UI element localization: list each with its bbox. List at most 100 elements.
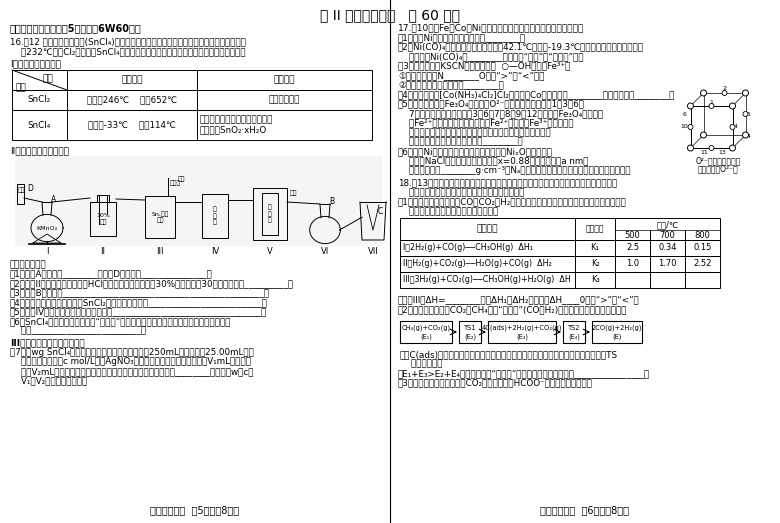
Text: I: I <box>46 247 48 256</box>
Text: 温度计: 温度计 <box>170 180 181 186</box>
Text: III．3H₂(g)+CO₂(g)──CH₃OH(g)+H₂O(g)  ΔH: III．3H₂(g)+CO₂(g)──CH₃OH(g)+H₂O(g) ΔH <box>403 276 571 285</box>
Text: 平衡常数: 平衡常数 <box>586 224 604 233</box>
Text: （7）取wg SnCl₄产品用足量蒸馑水吸收得到吸收液250mL，准确量取25.00mL吸收: （7）取wg SnCl₄产品用足量蒸馑水吸收得到吸收液250mL，准确量取25.… <box>10 348 254 357</box>
Text: SnCl₄: SnCl₄ <box>28 120 51 130</box>
Text: 5: 5 <box>746 111 750 117</box>
Text: 高三化学试题  第6页（共8页）: 高三化学试题 第6页（共8页） <box>541 505 629 515</box>
Text: 回答下列问题：: 回答下列问题： <box>10 260 47 269</box>
Text: 第 II 卷（非选择题   共 60 分）: 第 II 卷（非选择题 共 60 分） <box>320 8 460 22</box>
Text: 2: 2 <box>722 86 726 92</box>
Circle shape <box>688 124 693 130</box>
Text: VI: VI <box>321 247 329 256</box>
Bar <box>12 110 372 140</box>
Text: V: V <box>267 247 273 256</box>
Text: 2.5: 2.5 <box>626 244 639 253</box>
Text: 同温度下的化学平衡常数如下表所示：: 同温度下的化学平衡常数如下表所示： <box>398 207 498 216</box>
Text: 燕点：246℃    沸点652℃: 燕点：246℃ 沸点652℃ <box>87 96 177 105</box>
Text: 30%
硫酸: 30% 硫酸 <box>96 213 110 225</box>
Text: （5）装置IV采用多孔耐高温泡澂的目的是__________________________________。: （5）装置IV采用多孔耐高温泡澂的目的是____________________… <box>10 308 268 316</box>
Text: K₁: K₁ <box>590 244 600 253</box>
Text: 重要课题之一，试运用所学知识，解决以下问题：: 重要课题之一，试运用所学知识，解决以下问题： <box>398 188 524 197</box>
Text: C: C <box>378 207 383 216</box>
Bar <box>400 272 720 288</box>
Text: (E): (E) <box>612 334 622 340</box>
Text: 性质: 性质 <box>42 74 53 83</box>
Bar <box>262 193 278 235</box>
Text: 物之一是SnO₂·xH₂O: 物之一是SnO₂·xH₂O <box>200 125 268 134</box>
Text: (E₄): (E₄) <box>568 334 580 340</box>
Circle shape <box>743 132 749 138</box>
Text: 点232℃）与Cl₂反应制备SnCl₄。某小组拟设计实验制备无水四氯化锡并探究其性质：: 点232℃）与Cl₂反应制备SnCl₄。某小组拟设计实验制备无水四氯化锡并探究其… <box>10 47 246 56</box>
Text: （1）他器A的名称是________，导管D的作用是_______________。: （1）他器A的名称是________，导管D的作用是______________… <box>10 269 213 279</box>
Bar <box>459 321 481 343</box>
Text: 16.（12 分）无水四氯化锡(SnCl₄)常用作有机合成的氯化催化剂。实验室可用燕融的锡（燕: 16.（12 分）无水四氯化锡(SnCl₄)常用作有机合成的氯化催化剂。实验室可… <box>10 37 246 46</box>
Text: （2）科学家提出利用CO₂与CH₄制备“合成气”(CO、H₂)，可能的反应历程如图所示：: （2）科学家提出利用CO₂与CH₄制备“合成气”(CO、H₂)，可能的反应历程如… <box>398 305 627 314</box>
Text: 1.0: 1.0 <box>626 259 639 268</box>
Text: 燕点：-33℃    沸点114℃: 燕点：-33℃ 沸点114℃ <box>88 120 176 130</box>
Text: D: D <box>27 184 33 193</box>
Text: IV: IV <box>211 247 219 256</box>
Text: 遇水蒸气劇烈水解产生白雾，产: 遇水蒸气劇烈水解产生白雾，产 <box>200 115 274 124</box>
Text: （6）SnCl₄遇氨气、水蒸气产生“淡白烟”，因此可用来制作烟幕弹。用化学方程式表示其: （6）SnCl₄遇氨气、水蒸气产生“淡白烟”，因此可用来制作烟幕弹。用化学方程式… <box>10 317 232 326</box>
Text: 剂，推测Ni(CO)₄是________分子（填“极性”或“非极性”）。: 剂，推测Ni(CO)₄是________分子（填“极性”或“非极性”）。 <box>398 52 583 61</box>
Text: II．设计实验，装置如图: II．设计实验，装置如图 <box>10 146 69 155</box>
Text: (E₃): (E₃) <box>516 334 528 340</box>
Text: 1: 1 <box>710 99 714 105</box>
Bar <box>12 70 372 90</box>
Text: 17.（10分）Fe、Co、Ni是几种重要的金属元素，请回答下列问题：: 17.（10分）Fe、Co、Ni是几种重要的金属元素，请回答下列问题： <box>398 23 584 32</box>
Text: 高三化学试题  第5页（共8页）: 高三化学试题 第5页（共8页） <box>151 505 239 515</box>
Text: （2）Ni(CO)₄常温下为无色液体，沸点42.1℃，燕点-19.3℃，难溡于水，易溡于有机溶: （2）Ni(CO)₄常温下为无色液体，沸点42.1℃，燕点-19.3℃，难溡于水… <box>398 42 644 51</box>
Text: III: III <box>156 247 164 256</box>
Text: （4）为防止产品中混入副产物SnCl₂，可采取的措施有__________________________。: （4）为防止产品中混入副产物SnCl₂，可采取的措施有_____________… <box>10 298 268 307</box>
Text: K₃: K₃ <box>590 276 599 285</box>
Bar <box>488 321 556 343</box>
Text: 4C(ads)+2H₂(g)+CO₂(g): 4C(ads)+2H₂(g)+CO₂(g) <box>482 325 562 331</box>
Text: 700: 700 <box>660 232 675 241</box>
Text: 液于锥形瓶中，用c mol/L标准AgNO₃溶液滴定至终点，滴定前读数为V₁mL，终点读: 液于锥形瓶中，用c mol/L标准AgNO₃溶液滴定至终点，滴定前读数为V₁mL… <box>10 358 251 367</box>
Text: 结构为NaCl型，由于晶体缺陷导致x=0.88，晶胞参数为a nm，: 结构为NaCl型，由于晶体缺陷导致x=0.88，晶胞参数为a nm， <box>398 156 588 165</box>
Circle shape <box>743 90 749 96</box>
Text: 阳离子的正八面体空隙数之比为________。: 阳离子的正八面体空隙数之比为________。 <box>398 138 523 146</box>
Bar <box>400 218 720 240</box>
Text: 数为V₂mL（杂质不参与反应），利用上述数据计算产品纯度为________％（用含w、c、: 数为V₂mL（杂质不参与反应），利用上述数据计算产品纯度为________％（用… <box>10 367 254 376</box>
Text: B: B <box>329 197 334 206</box>
Text: 温度/℃: 温度/℃ <box>657 221 679 230</box>
Text: 表示过渡态。: 表示过渡态。 <box>400 359 442 369</box>
Circle shape <box>730 124 735 130</box>
Circle shape <box>709 145 714 151</box>
Text: 注：C(ads)为吸附性活性炭，方框内包含微粒种类及数目，微粒的相对总能量，其中TS: 注：C(ads)为吸附性活性炭，方框内包含微粒种类及数目，微粒的相对总能量，其中… <box>400 350 618 359</box>
Text: 11: 11 <box>700 150 708 154</box>
Text: 1.70: 1.70 <box>658 259 677 268</box>
Text: K₂: K₂ <box>590 259 599 268</box>
Text: II: II <box>101 247 105 256</box>
Text: A: A <box>51 195 56 204</box>
Text: 10: 10 <box>681 124 689 130</box>
Text: CH₄(g)+CO₂(g): CH₄(g)+CO₂(g) <box>402 325 451 331</box>
Text: 物质: 物质 <box>15 83 26 92</box>
Circle shape <box>743 111 748 117</box>
Text: 500: 500 <box>625 232 640 241</box>
Bar <box>202 194 228 238</box>
Bar <box>400 256 720 272</box>
Text: （白球表示O²⁻）: （白球表示O²⁻） <box>697 164 739 173</box>
Text: O²⁻的重复排列方式: O²⁻的重复排列方式 <box>695 156 741 165</box>
Text: 盐酸: 盐酸 <box>17 187 25 192</box>
Text: （1）基态Ni原子的价电子排布式为________。: （1）基态Ni原子的价电子排布式为________。 <box>398 33 526 42</box>
Text: 13: 13 <box>718 150 726 154</box>
Text: (E₁): (E₁) <box>420 334 432 340</box>
Text: 原理_________________________。: 原理_________________________。 <box>10 326 146 335</box>
Text: I．查阅资料，得知：: I．查阅资料，得知： <box>10 59 61 68</box>
Circle shape <box>687 103 693 109</box>
Bar <box>17 184 24 204</box>
Text: 6: 6 <box>682 111 686 117</box>
Text: KMnO₄: KMnO₄ <box>37 225 58 231</box>
Text: VII: VII <box>367 247 378 256</box>
Text: （3）利用电化学方法可以将CO₂有效地转化为HCOO⁻，装置如下图所示。: （3）利用电化学方法可以将CO₂有效地转化为HCOO⁻，装置如下图所示。 <box>398 379 593 388</box>
Bar <box>90 202 116 236</box>
Text: SnCl₂: SnCl₂ <box>28 96 51 105</box>
Text: I．2H₂(g)+CO(g)──CH₃OH(g)  ΔH₁: I．2H₂(g)+CO(g)──CH₃OH(g) ΔH₁ <box>403 244 533 253</box>
Text: 的Fe²⁺填充在正四面体空隙中，Fe²⁺和另一半Fe³⁺填充在正八: 的Fe²⁺填充在正四面体空隙中，Fe²⁺和另一半Fe³⁺填充在正八 <box>398 119 573 128</box>
Bar <box>15 156 382 246</box>
Circle shape <box>729 145 736 151</box>
Text: 则晶体密度为________g·cm⁻³（Nₐ表示阿伏加德罗常数的値，只需列出表达式）。: 则晶体密度为________g·cm⁻³（Nₐ表示阿伏加德罗常数的値，只需列出表… <box>398 166 630 175</box>
